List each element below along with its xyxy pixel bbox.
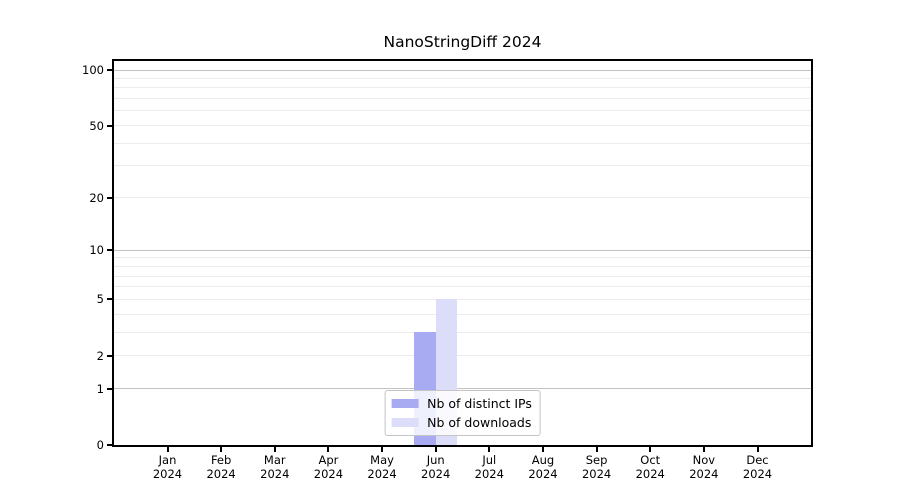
x-tick-label-jun-2024: Jun 2024 bbox=[404, 453, 468, 481]
major-gridline bbox=[114, 69, 811, 71]
x-tick-year: 2024 bbox=[528, 467, 558, 481]
minor-gridline bbox=[114, 257, 811, 259]
y-tick-label: 1 bbox=[96, 381, 104, 396]
minor-gridline bbox=[114, 98, 811, 100]
x-tick-month: Feb bbox=[210, 453, 232, 467]
x-tick-label-dec-2024: Dec 2024 bbox=[726, 453, 790, 481]
x-tick-year: 2024 bbox=[421, 467, 451, 481]
x-tick-year: 2024 bbox=[367, 467, 397, 481]
x-tick-year: 2024 bbox=[260, 467, 290, 481]
x-tick-year: 2024 bbox=[474, 467, 504, 481]
x-tick-month: Nov bbox=[692, 453, 716, 467]
minor-gridline bbox=[114, 110, 811, 112]
y-tick bbox=[107, 444, 113, 446]
minor-gridline bbox=[114, 125, 811, 127]
x-tick-month: Apr bbox=[318, 453, 339, 467]
x-tick bbox=[595, 447, 598, 452]
x-tick bbox=[756, 447, 759, 452]
chart-title: NanoStringDiff 2024 bbox=[383, 33, 542, 51]
legend-swatch-nb-of-distinct-ips bbox=[391, 399, 419, 408]
x-tick bbox=[649, 447, 652, 452]
y-tick bbox=[107, 354, 113, 357]
y-tick-label: 2 bbox=[96, 348, 104, 363]
x-tick bbox=[166, 447, 169, 452]
x-tick-month: Aug bbox=[531, 453, 555, 467]
x-tick-month: Jul bbox=[482, 453, 497, 467]
x-tick-month: Jun bbox=[426, 453, 445, 467]
legend: Nb of distinct IPs Nb of downloads bbox=[384, 390, 541, 436]
major-gridline bbox=[114, 249, 811, 251]
legend-item: Nb of distinct IPs bbox=[391, 396, 532, 411]
x-tick-label-oct-2024: Oct 2024 bbox=[618, 453, 682, 481]
y-tick-label: 100 bbox=[82, 63, 104, 77]
x-tick-year: 2024 bbox=[742, 467, 773, 481]
minor-gridline bbox=[114, 165, 811, 167]
legend-label: Nb of downloads bbox=[427, 415, 532, 430]
minor-gridline bbox=[114, 298, 811, 300]
x-tick bbox=[541, 447, 544, 452]
x-tick-year: 2024 bbox=[206, 467, 236, 481]
minor-gridline bbox=[114, 265, 811, 267]
x-tick-year: 2024 bbox=[689, 467, 719, 481]
minor-gridline bbox=[114, 313, 811, 315]
x-tick-label-mar-2024: Mar 2024 bbox=[243, 453, 307, 481]
x-tick-month: Oct bbox=[640, 453, 661, 467]
y-tick-label: 0 bbox=[96, 438, 104, 452]
y-tick bbox=[107, 196, 113, 199]
minor-gridline bbox=[114, 286, 811, 288]
x-tick-year: 2024 bbox=[152, 467, 183, 481]
x-tick-label-feb-2024: Feb 2024 bbox=[189, 453, 253, 481]
x-tick-label-aug-2024: Aug 2024 bbox=[511, 453, 575, 481]
x-tick bbox=[327, 447, 330, 452]
y-tick bbox=[107, 124, 113, 127]
x-tick bbox=[381, 447, 384, 452]
y-tick bbox=[107, 249, 113, 252]
y-tick bbox=[107, 387, 113, 390]
minor-gridline bbox=[114, 87, 811, 89]
legend-item: Nb of downloads bbox=[391, 415, 532, 430]
x-tick bbox=[434, 447, 437, 452]
legend-label: Nb of distinct IPs bbox=[427, 396, 532, 411]
x-tick-month: May bbox=[370, 453, 394, 467]
minor-gridline bbox=[114, 77, 811, 79]
y-tick-label: 10 bbox=[89, 243, 104, 258]
plot-area: Nb of distinct IPs Nb of downloads bbox=[112, 59, 813, 447]
minor-gridline bbox=[114, 275, 811, 277]
legend-swatch-nb-of-downloads bbox=[391, 418, 419, 427]
y-tick-label: 5 bbox=[96, 292, 104, 307]
x-tick-month: Sep bbox=[585, 453, 608, 467]
minor-gridline bbox=[114, 197, 811, 199]
major-gridline bbox=[114, 388, 811, 390]
x-tick-label-jul-2024: Jul 2024 bbox=[457, 453, 521, 481]
x-tick-label-nov-2024: Nov 2024 bbox=[672, 453, 736, 481]
x-tick bbox=[273, 447, 276, 452]
y-tick bbox=[107, 69, 113, 71]
x-tick-month: Mar bbox=[263, 453, 286, 467]
y-tick-label: 50 bbox=[89, 118, 104, 133]
x-tick-month: Jan bbox=[158, 453, 177, 467]
minor-gridline bbox=[114, 331, 811, 333]
x-tick-label-may-2024: May 2024 bbox=[350, 453, 414, 481]
x-tick-month: Dec bbox=[746, 453, 769, 467]
x-tick-label-sep-2024: Sep 2024 bbox=[565, 453, 629, 481]
x-tick-year: 2024 bbox=[635, 467, 665, 481]
x-tick-year: 2024 bbox=[581, 467, 612, 481]
x-tick-year: 2024 bbox=[313, 467, 344, 481]
minor-gridline bbox=[114, 355, 811, 357]
y-tick bbox=[107, 298, 113, 301]
minor-gridline bbox=[114, 142, 811, 144]
x-tick bbox=[488, 447, 491, 452]
y-tick-label: 20 bbox=[89, 190, 104, 205]
x-tick bbox=[220, 447, 223, 452]
x-tick-label-apr-2024: Apr 2024 bbox=[296, 453, 360, 481]
x-tick-label-jan-2024: Jan 2024 bbox=[136, 453, 200, 481]
x-tick bbox=[702, 447, 705, 452]
